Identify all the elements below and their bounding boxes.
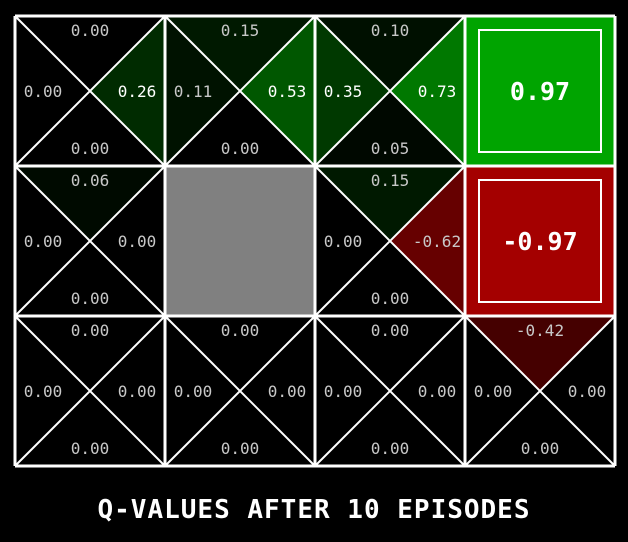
diagonal-b-r0c2 xyxy=(314,15,466,167)
q-triangle-south-r1c2 xyxy=(315,241,465,316)
q-triangle-west-r0c2 xyxy=(315,16,390,166)
grid-lines xyxy=(13,14,617,468)
q-triangle-east-r1c2 xyxy=(390,166,465,316)
q-triangle-north-r2c0 xyxy=(15,316,165,391)
q-triangle-east-r0c0 xyxy=(90,16,165,166)
diagonal-b-r1c0 xyxy=(14,165,166,317)
q-value-north-r1c0: 0.06 xyxy=(71,171,110,190)
q-value-north-r1c2: 0.15 xyxy=(371,171,410,190)
terminal-value-r0c3: 0.97 xyxy=(510,77,570,106)
q-value-west-r1c0: 0.00 xyxy=(24,232,63,251)
q-triangle-south-r1c0 xyxy=(15,241,165,316)
q-triangle-west-r0c0 xyxy=(15,16,90,166)
q-value-east-r0c1: 0.53 xyxy=(268,82,307,101)
q-triangle-east-r2c2 xyxy=(390,316,465,466)
q-value-south-r0c0: 0.00 xyxy=(71,139,110,158)
q-value-south-r2c3: 0.00 xyxy=(521,439,560,458)
q-value-north-r0c2: 0.10 xyxy=(371,21,410,40)
cell-labels: 0.00 0.00 0.00 0.26 0.15 0.00 0.11 0.53 0.10 0.05… xyxy=(24,21,607,458)
q-triangle-north-r2c3 xyxy=(465,316,615,391)
gridworld-board: 0.00 0.00 0.00 0.26 0.15 0.00 0.11 0.53 0.10 0.05… xyxy=(13,14,617,468)
q-value-west-r0c1: 0.11 xyxy=(174,82,213,101)
q-value-north-r2c0: 0.00 xyxy=(71,321,110,340)
q-triangle-south-r2c1 xyxy=(165,391,315,466)
q-value-west-r2c1: 0.00 xyxy=(174,382,213,401)
terminal-inner-box-r0c3 xyxy=(478,29,602,153)
caption: Q-VALUES AFTER 10 EPISODES xyxy=(97,495,531,525)
q-value-south-r0c2: 0.05 xyxy=(371,139,410,158)
q-value-north-r0c1: 0.15 xyxy=(221,21,260,40)
q-value-west-r2c0: 0.00 xyxy=(24,382,63,401)
q-triangle-south-r2c0 xyxy=(15,391,165,466)
q-value-south-r1c0: 0.00 xyxy=(71,289,110,308)
q-value-north-r2c1: 0.00 xyxy=(221,321,260,340)
q-triangle-north-r2c1 xyxy=(165,316,315,391)
q-value-east-r1c0: 0.00 xyxy=(118,232,157,251)
q-triangle-west-r2c0 xyxy=(15,316,90,466)
q-value-west-r0c0: 0.00 xyxy=(24,82,63,101)
q-triangle-north-r0c0 xyxy=(15,16,165,91)
q-triangle-east-r1c0 xyxy=(90,166,165,316)
q-triangle-south-r0c1 xyxy=(165,91,315,166)
q-triangle-east-r2c1 xyxy=(240,316,315,466)
diagonal-b-r0c0 xyxy=(14,15,166,167)
q-triangle-south-r2c2 xyxy=(315,391,465,466)
terminal-cell-r1c3 xyxy=(465,166,615,316)
q-value-east-r0c2: 0.73 xyxy=(418,82,457,101)
q-triangle-north-r1c2 xyxy=(315,166,465,241)
q-triangle-north-r0c2 xyxy=(315,16,465,91)
q-value-grid: 0.00 0.00 0.00 0.26 0.15 0.00 0.11 0.53 0.10 0.05… xyxy=(13,14,617,468)
terminal-value-r1c3: -0.97 xyxy=(502,227,577,256)
q-triangle-west-r0c1 xyxy=(165,16,240,166)
wall-cell-r1c1 xyxy=(165,166,315,316)
cell-fills xyxy=(15,16,615,466)
q-value-west-r2c2: 0.00 xyxy=(324,382,363,401)
q-value-south-r2c0: 0.00 xyxy=(71,439,110,458)
q-triangle-west-r2c1 xyxy=(165,316,240,466)
q-triangle-west-r1c0 xyxy=(15,166,90,316)
diagonal-b-r2c0 xyxy=(14,315,166,467)
terminal-inner-box-r1c3 xyxy=(478,179,602,303)
q-value-west-r0c2: 0.35 xyxy=(324,82,363,101)
q-triangle-east-r2c3 xyxy=(540,316,615,466)
q-triangle-west-r1c2 xyxy=(315,166,390,316)
q-value-east-r2c3: 0.00 xyxy=(568,382,607,401)
q-triangle-west-r2c3 xyxy=(465,316,540,466)
q-triangle-east-r0c2 xyxy=(390,16,465,166)
q-triangle-south-r0c0 xyxy=(15,91,165,166)
diagonal-b-r0c1 xyxy=(164,15,316,167)
diagonal-b-r1c2 xyxy=(314,165,466,317)
q-value-north-r0c0: 0.00 xyxy=(71,21,110,40)
q-value-west-r1c2: 0.00 xyxy=(324,232,363,251)
q-triangle-north-r2c2 xyxy=(315,316,465,391)
q-value-south-r2c1: 0.00 xyxy=(221,439,260,458)
diagonal-b-r2c2 xyxy=(314,315,466,467)
q-value-south-r2c2: 0.00 xyxy=(371,439,410,458)
q-value-east-r1c2: -0.62 xyxy=(413,232,461,251)
q-triangle-west-r2c2 xyxy=(315,316,390,466)
q-triangle-south-r2c3 xyxy=(465,391,615,466)
q-value-east-r2c2: 0.00 xyxy=(418,382,457,401)
terminal-cell-r0c3 xyxy=(465,16,615,166)
q-triangle-north-r0c1 xyxy=(165,16,315,91)
q-triangle-east-r2c0 xyxy=(90,316,165,466)
q-triangle-east-r0c1 xyxy=(240,16,315,166)
q-triangle-south-r0c2 xyxy=(315,91,465,166)
q-value-north-r2c2: 0.00 xyxy=(371,321,410,340)
diagonal-b-r2c1 xyxy=(164,315,316,467)
q-value-south-r0c1: 0.00 xyxy=(221,139,260,158)
q-value-west-r2c3: 0.00 xyxy=(474,382,513,401)
q-value-east-r2c1: 0.00 xyxy=(268,382,307,401)
q-value-east-r2c0: 0.00 xyxy=(118,382,157,401)
diagonal-b-r2c3 xyxy=(464,315,616,467)
q-value-north-r2c3: -0.42 xyxy=(516,321,564,340)
q-value-south-r1c2: 0.00 xyxy=(371,289,410,308)
q-value-east-r0c0: 0.26 xyxy=(118,82,157,101)
q-triangle-north-r1c0 xyxy=(15,166,165,241)
